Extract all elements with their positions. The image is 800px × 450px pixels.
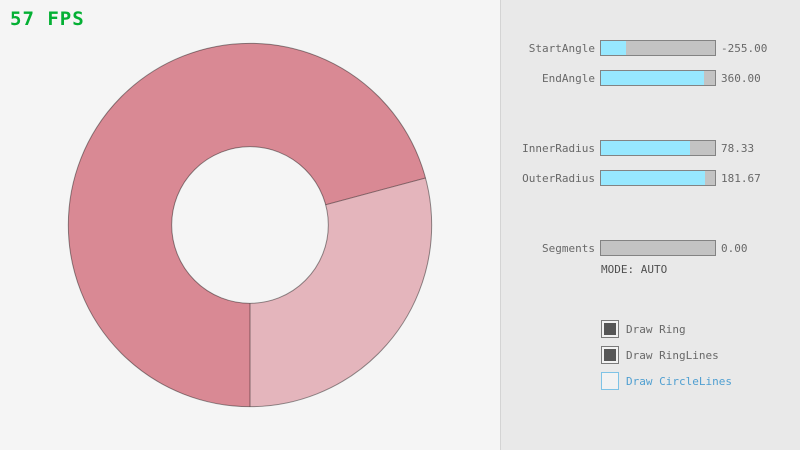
outerradius-slider-fill [601,171,705,185]
draw-ringlines-label: Draw RingLines [626,348,719,362]
checkbox-row-draw-ringlines: Draw RingLines [601,346,719,364]
segments-mode-label: MODE: AUTO [601,263,668,276]
draw-ring-label: Draw Ring [626,322,686,336]
startangle-label: StartAngle [528,41,595,55]
slider-row-segments: Segments 0.00 [501,240,800,256]
draw-ringlines-checkbox[interactable] [601,346,619,364]
outerradius-slider[interactable] [600,170,716,186]
ring-chart [67,42,433,408]
checkbox-row-draw-circlelines: Draw CircleLines [601,372,732,390]
checkbox-checkmark [604,349,616,361]
checkbox-checkmark [604,323,616,335]
startangle-slider-fill [601,41,626,55]
draw-circlelines-checkbox[interactable] [601,372,619,390]
segments-label: Segments [542,241,595,255]
innerradius-label: InnerRadius [522,141,595,155]
fps-counter: 57 FPS [10,8,85,30]
control-panel: StartAngle -255.00 EndAngle 360.00 Inner… [500,0,800,450]
slider-row-startangle: StartAngle -255.00 [501,40,800,56]
ring-inner-outline [171,146,329,304]
ring-sector-dark [68,43,426,407]
innerradius-slider-fill [601,141,691,155]
ring-sector-light [250,177,432,407]
endangle-slider-fill [601,71,704,85]
endangle-slider[interactable] [600,70,716,86]
slider-row-outerradius: OuterRadius 181.67 [501,170,800,186]
checkbox-row-draw-ring: Draw Ring [601,320,686,338]
segments-value: 0.00 [721,241,748,255]
slider-row-endangle: EndAngle 360.00 [501,70,800,86]
endangle-label: EndAngle [542,71,595,85]
segments-slider[interactable] [600,240,716,256]
outerradius-label: OuterRadius [522,171,595,185]
ring-start-angle-line [325,177,426,206]
draw-circlelines-label: Draw CircleLines [626,374,732,388]
slider-row-innerradius: InnerRadius 78.33 [501,140,800,156]
endangle-value: 360.00 [721,71,761,85]
innerradius-slider[interactable] [600,140,716,156]
innerradius-value: 78.33 [721,141,755,155]
ring-outer-outline [67,42,433,408]
startangle-value: -255.00 [721,41,768,55]
outerradius-value: 181.67 [721,171,761,185]
startangle-slider[interactable] [600,40,716,56]
draw-ring-checkbox[interactable] [601,320,619,338]
